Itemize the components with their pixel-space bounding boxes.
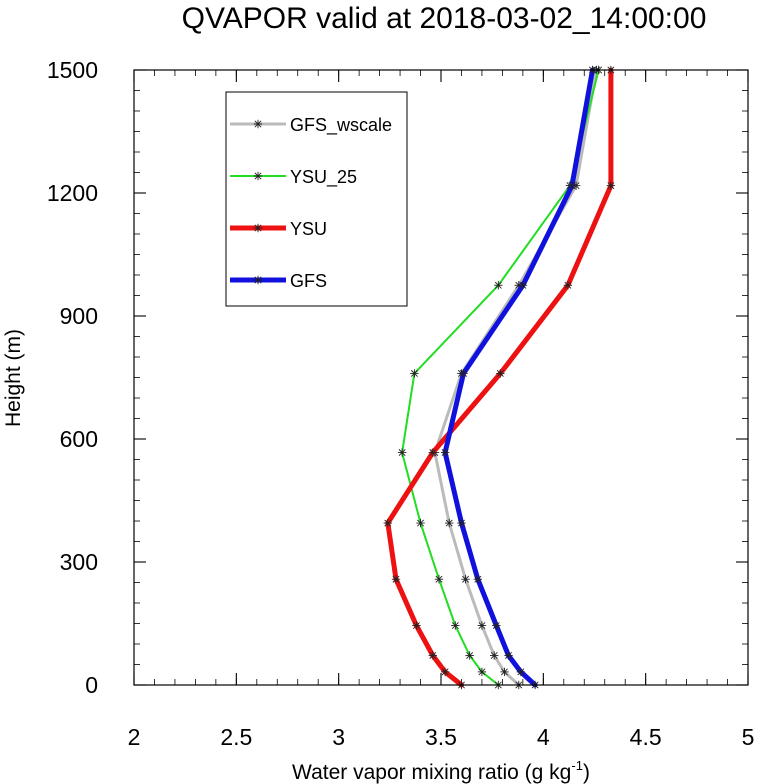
x-tick-labels: 2 2.5 3 3.5 4 4.5 5 [128,724,755,750]
data-point-ysu [606,181,616,190]
legend-item-ysu-25: YSU_25 [230,167,357,188]
x-tick-label: 3.5 [425,724,457,750]
y-tick-labels: 0 300 600 900 1200 1500 [47,57,98,698]
data-point-ysu [563,281,573,290]
data-point-ysu [391,575,401,584]
series-line-gfs-wscale [433,68,598,687]
y-tick-label: 600 [60,426,98,452]
legend-label: GFS [290,271,327,291]
data-point-ysu-25 [451,621,460,630]
data-point-gfs [567,181,577,190]
legend-item-gfs: GFS [230,271,327,291]
x-tick-label: 3 [332,724,345,750]
legend-marker [253,275,263,285]
data-point-gfs [518,281,528,290]
data-point-ysu-25 [465,651,474,660]
y-tick-label: 1200 [47,180,98,206]
data-point-ysu-25 [494,281,503,290]
data-point-gfs-wscale [490,651,499,660]
x-axis-label: Water vapor mixing ratio (g kg-1) [292,758,590,784]
chart-title: QVAPOR valid at 2018-03-02_14:00:00 [182,2,707,35]
data-point-ysu-25 [416,518,425,528]
legend-box [225,91,408,307]
data-point-gfs-wscale [444,518,454,528]
data-point-gfs [440,448,450,457]
data-point-gfs [473,575,483,584]
data-point-ysu [428,651,438,660]
x-tick-label: 2 [128,724,141,750]
y-tick-label: 1500 [47,57,98,83]
series-gfs [440,65,597,690]
data-point-gfs [459,369,468,378]
data-point-ysu [412,621,421,630]
legend-item-ysu: YSU [230,219,327,239]
y-axis-label: Height (m) [2,329,25,427]
data-point-ysu [383,518,392,528]
legend-marker [253,223,263,233]
x-tick-label: 4.5 [630,724,662,750]
data-point-ysu-25 [397,448,407,457]
plot-frame [133,69,749,686]
data-point-gfs [492,621,501,630]
data-point-ysu [496,369,505,378]
legend-marker [253,119,263,129]
data-point-gfs [516,667,526,677]
legend-label: GFS_wscale [290,115,392,136]
data-point-gfs-wscale [461,575,470,584]
series-ysu [383,65,616,690]
x-tick-label: 4 [537,724,550,750]
legend: GFS_wscale YSU_25 YSU GFS [225,91,408,307]
x-axis-label-superscript: -1 [571,758,583,773]
legend-label: YSU [290,219,327,239]
series-layer [383,65,616,690]
y-tick-label: 900 [60,303,98,329]
y-tick-label: 0 [85,672,98,698]
data-point-gfs-wscale [500,667,509,677]
legend-item-gfs-wscale: GFS_wscale [230,115,392,136]
data-point-ysu-25 [410,369,419,378]
x-tick-label: 2.5 [220,724,252,750]
data-point-gfs [504,651,513,660]
series-line-gfs [442,67,595,688]
data-point-gfs-wscale [477,621,487,630]
data-point-gfs [457,518,466,528]
data-point-ysu-25 [434,575,444,584]
y-tick-label: 300 [60,549,98,575]
data-point-ysu [428,448,438,457]
data-point-ysu-25 [477,667,487,677]
legend-items: GFS_wscale YSU_25 YSU GFS [230,115,392,291]
legend-marker [253,171,263,181]
data-point-ysu [440,667,450,677]
x-tick-label: 5 [742,724,755,750]
legend-label: YSU_25 [290,167,357,188]
